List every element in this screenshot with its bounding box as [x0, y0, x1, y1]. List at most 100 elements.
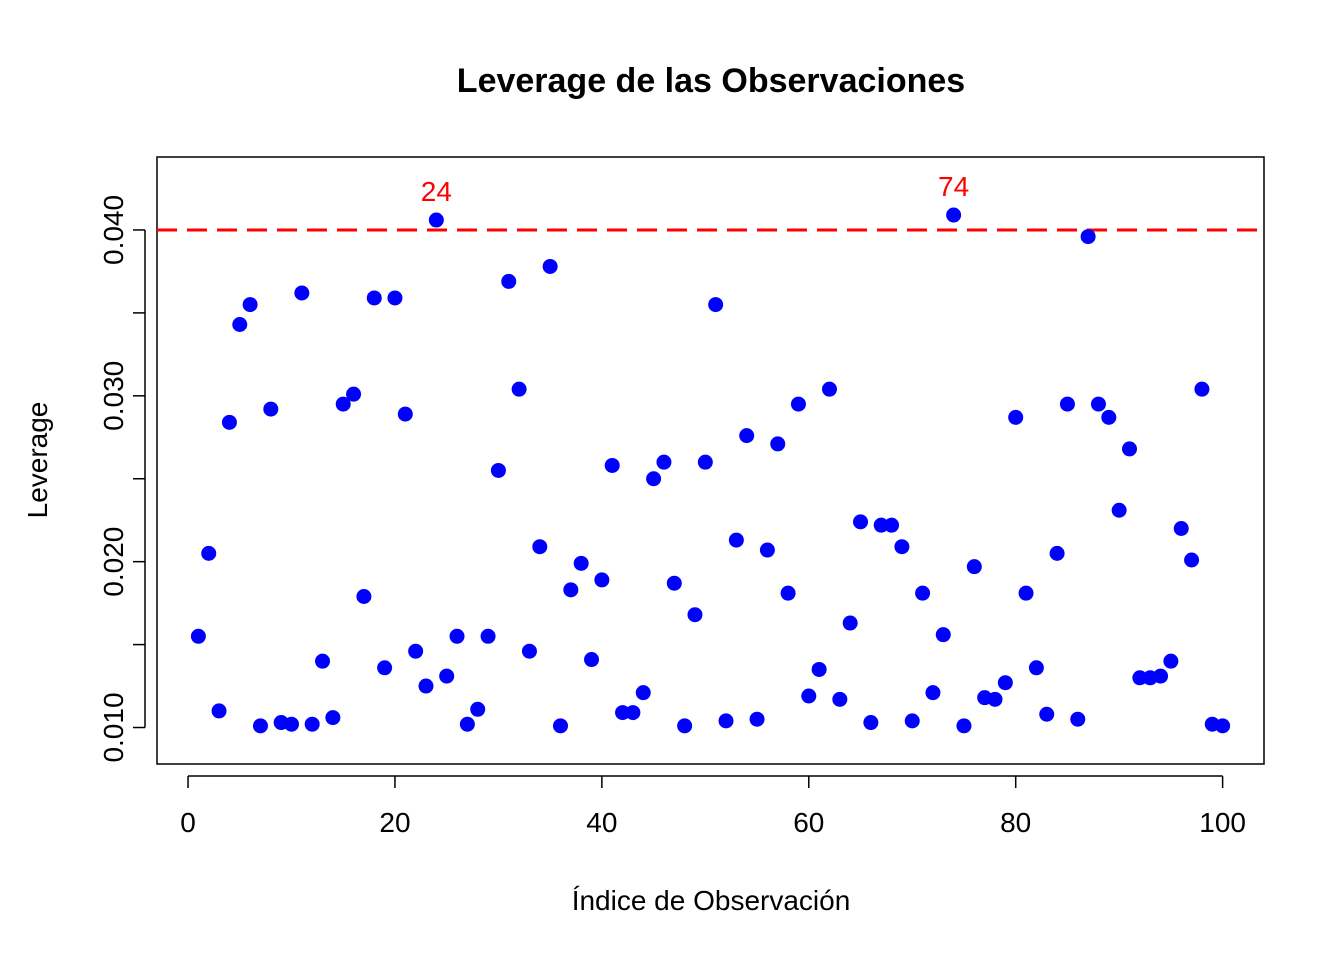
y-tick-label: 0.040 — [98, 195, 129, 265]
data-point — [428, 212, 444, 228]
data-point — [1111, 502, 1127, 518]
data-point — [677, 718, 693, 734]
data-point — [708, 297, 724, 313]
data-point — [635, 685, 651, 701]
data-point — [997, 675, 1013, 691]
data-point — [1122, 441, 1138, 457]
data-point — [584, 652, 600, 668]
data-point — [315, 653, 331, 669]
data-point — [190, 628, 206, 644]
data-point — [1059, 396, 1075, 412]
data-point — [1132, 670, 1148, 686]
plot-frame — [156, 156, 1265, 765]
data-point — [377, 660, 393, 676]
x-tick-label: 0 — [180, 807, 196, 838]
x-tick-label: 80 — [1000, 807, 1031, 838]
data-point — [666, 575, 682, 591]
data-point — [542, 258, 558, 274]
point-annotation-label: 74 — [938, 171, 969, 202]
data-point — [470, 701, 486, 717]
y-tick-label: 0.020 — [98, 527, 129, 597]
data-point — [511, 381, 527, 397]
data-point — [1215, 718, 1231, 734]
data-point — [1018, 585, 1034, 601]
data-point — [221, 414, 237, 430]
data-point — [573, 555, 589, 571]
x-tick-label: 60 — [793, 807, 824, 838]
data-point — [656, 454, 672, 470]
data-point — [1008, 409, 1024, 425]
data-point — [283, 716, 299, 732]
data-point — [1039, 706, 1055, 722]
data-point — [894, 539, 910, 555]
point-annotation-label: 24 — [421, 176, 452, 207]
data-point — [625, 705, 641, 721]
data-point — [1028, 660, 1044, 676]
data-point — [563, 582, 579, 598]
x-axis-label: Índice de Observación — [572, 885, 851, 916]
data-point — [915, 585, 931, 601]
data-point — [501, 273, 517, 289]
data-point — [956, 718, 972, 734]
data-point — [1153, 668, 1169, 684]
data-point — [646, 471, 662, 487]
data-point — [1070, 711, 1086, 727]
data-point — [1049, 545, 1065, 561]
data-point — [263, 401, 279, 417]
data-point — [770, 436, 786, 452]
data-point — [728, 532, 744, 548]
y-axis-label: Leverage — [22, 402, 53, 519]
data-points — [190, 207, 1231, 734]
x-tick-label: 100 — [1199, 807, 1246, 838]
data-point — [335, 396, 351, 412]
x-tick-label: 20 — [379, 807, 410, 838]
data-point — [346, 386, 362, 402]
x-tick-label: 40 — [586, 807, 617, 838]
data-point — [811, 661, 827, 677]
data-point — [294, 285, 310, 301]
x-axis: 0 20 40 60 80 100 — [180, 775, 1246, 838]
data-point — [1090, 396, 1106, 412]
data-point — [697, 454, 713, 470]
data-point — [1184, 552, 1200, 568]
data-point — [408, 643, 424, 659]
data-point — [418, 678, 434, 694]
y-tick-label: 0.030 — [98, 361, 129, 431]
data-point — [842, 615, 858, 631]
data-point — [490, 462, 506, 478]
data-point — [790, 396, 806, 412]
data-point — [780, 585, 796, 601]
data-point — [687, 607, 703, 623]
data-point — [904, 713, 920, 729]
data-point — [232, 317, 248, 333]
chart-title: Leverage de las Observaciones — [457, 62, 965, 100]
data-point — [594, 572, 610, 588]
data-point — [480, 628, 496, 644]
data-point — [325, 710, 341, 726]
data-point — [532, 539, 548, 555]
data-point — [718, 713, 734, 729]
data-point — [801, 688, 817, 704]
data-point — [987, 691, 1003, 707]
data-point — [1080, 229, 1096, 245]
y-axis: 0.010 0.020 0.030 0.040 — [98, 195, 146, 763]
data-point — [615, 705, 631, 721]
data-point — [759, 542, 775, 558]
data-point — [1194, 381, 1210, 397]
data-point — [252, 718, 268, 734]
data-point — [459, 716, 475, 732]
data-point — [821, 381, 837, 397]
point-annotations: 24 74 — [421, 171, 969, 207]
data-point — [397, 406, 413, 422]
data-point — [739, 428, 755, 444]
data-point — [946, 207, 962, 223]
data-point — [439, 668, 455, 684]
data-point — [242, 297, 258, 313]
data-point — [521, 643, 537, 659]
data-point — [387, 290, 403, 306]
data-point — [966, 559, 982, 575]
data-point — [884, 517, 900, 533]
y-tick-label: 0.010 — [98, 692, 129, 762]
data-point — [749, 711, 765, 727]
